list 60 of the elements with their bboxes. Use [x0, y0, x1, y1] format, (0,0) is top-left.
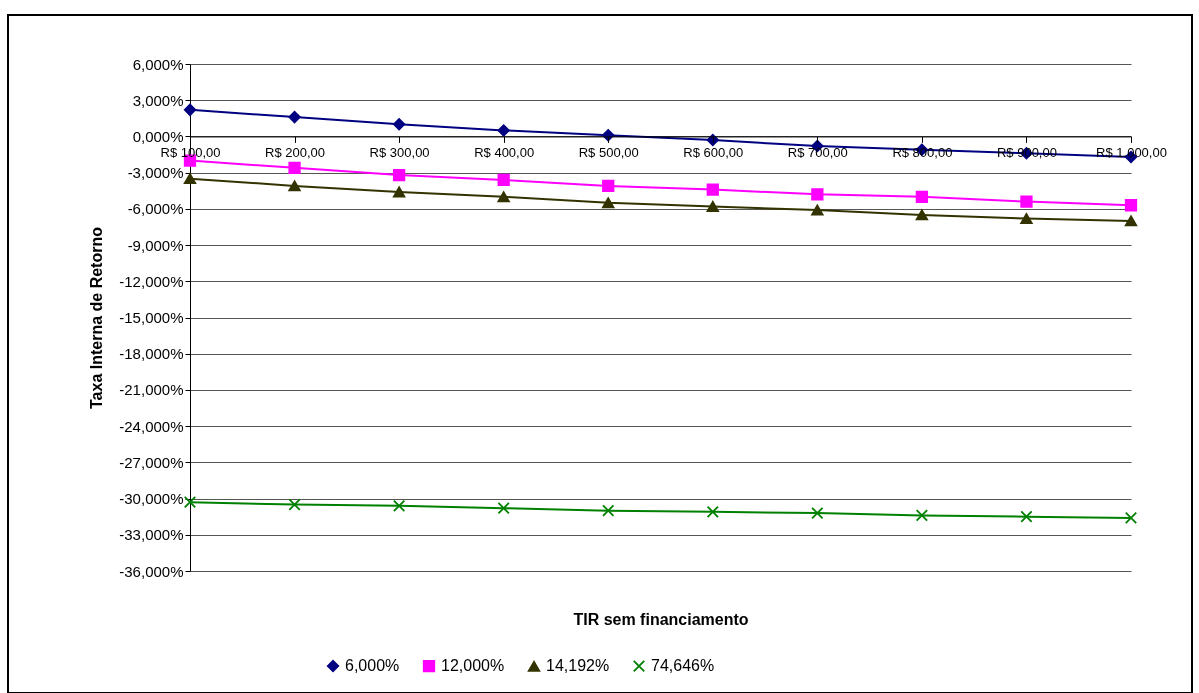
- y-tick-label: -6,000%: [127, 200, 184, 218]
- point: [183, 173, 197, 185]
- point: [183, 496, 197, 509]
- x-tick-label: R$ 200,00: [265, 144, 326, 160]
- legend-label: 14,192%: [546, 657, 610, 675]
- y-tick-label: -33,000%: [119, 526, 184, 544]
- point: [288, 110, 301, 124]
- point: [1020, 213, 1033, 224]
- point: [706, 505, 719, 518]
- point: [1020, 510, 1033, 523]
- point: [183, 103, 197, 117]
- point: [497, 173, 510, 187]
- point: [811, 204, 824, 216]
- y-tick-label: -18,000%: [119, 345, 184, 363]
- point: [811, 506, 824, 520]
- y-tick-label: 3,000%: [132, 91, 184, 109]
- point: [811, 188, 824, 201]
- y-tick-label: -24,000%: [119, 417, 184, 435]
- point: [497, 124, 510, 137]
- point: [915, 190, 929, 203]
- y-tick-label: -21,000%: [119, 381, 184, 399]
- point: [497, 502, 510, 515]
- point: [602, 197, 615, 209]
- legend-label: 6,000%: [345, 657, 400, 675]
- point: [706, 201, 719, 212]
- point: [706, 183, 719, 196]
- point: [602, 504, 615, 517]
- point: [288, 180, 301, 192]
- x-tick-label: R$ 700,00: [787, 144, 848, 160]
- point: [602, 179, 615, 193]
- point: [1124, 511, 1138, 525]
- point: [392, 168, 406, 182]
- legend-label: 12,000%: [441, 657, 505, 675]
- x-tick-label: R$ 300,00: [369, 144, 430, 160]
- y-tick-label: 0,000%: [132, 127, 184, 145]
- y-tick-label: 6,000%: [132, 55, 184, 73]
- point: [288, 498, 301, 511]
- y-tick-label: -12,000%: [119, 272, 184, 290]
- y-tick-label: -9,000%: [127, 236, 184, 254]
- point: [1124, 199, 1138, 212]
- point: [1124, 215, 1138, 227]
- y-axis-title: Taxa Interna de Retorno: [88, 226, 106, 409]
- point: [392, 499, 406, 512]
- point: [915, 209, 929, 221]
- point: [392, 186, 406, 198]
- y-tick-label: -30,000%: [119, 490, 184, 508]
- y-tick-label: -15,000%: [119, 309, 184, 326]
- y-tick-label: -36,000%: [119, 562, 184, 580]
- x-tick-label: R$ 600,00: [683, 144, 744, 160]
- point: [288, 161, 301, 174]
- y-tick-label: -3,000%: [127, 164, 184, 182]
- point: [1020, 195, 1033, 208]
- point: [497, 191, 510, 203]
- x-tick-label: R$ 400,00: [474, 144, 535, 160]
- point: [915, 509, 929, 522]
- point: [392, 118, 406, 131]
- x-axis-title: TIR sem financiamento: [573, 610, 749, 628]
- x-tick-label: R$ 500,00: [578, 144, 639, 160]
- y-tick-label: -27,000%: [119, 453, 184, 471]
- legend-label: 74,646%: [651, 657, 715, 675]
